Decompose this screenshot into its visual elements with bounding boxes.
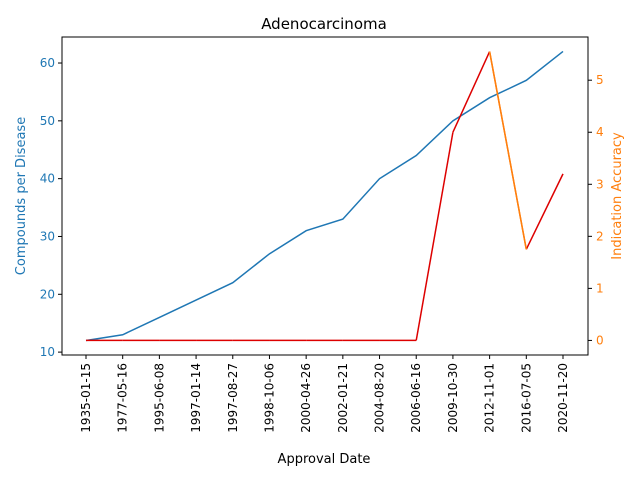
left-y-axis-label: Compounds per Disease [14,117,29,275]
right-y-tick-label: 2 [596,229,604,243]
x-tick-label: 2016-07-05 [519,363,533,433]
left-y-tick-label: 20 [40,287,55,301]
left-y-axis: 10 20 30 40 50 60 [40,56,62,359]
x-tick-label: 2009-10-30 [446,363,460,433]
left-y-tick-label: 10 [40,345,55,359]
plot-area [61,36,589,356]
x-tick-label: 1995-06-08 [152,363,166,433]
right-y-tick-label: 0 [596,333,604,347]
right-y-tick-label: 5 [596,73,604,87]
x-axis: 1935-01-15 1977-05-16 1995-06-08 1997-01-14… [79,355,570,433]
x-tick-label: 2012-11-01 [483,363,497,433]
right-y-axis: 0 1 2 3 4 5 [588,73,604,347]
x-tick-label: 2002-01-21 [336,363,350,433]
left-y-tick-label: 50 [40,114,55,128]
x-tick-label: 2006-06-16 [409,363,423,433]
left-y-tick-label: 30 [40,229,55,243]
x-tick-label: 1935-01-15 [79,363,93,433]
left-y-tick-label: 40 [40,172,55,186]
right-y-tick-label: 3 [596,177,604,191]
x-tick-label: 2020-11-20 [556,363,570,433]
x-tick-label: 1998-10-06 [262,363,276,433]
series-lines [85,50,564,342]
series-accuracy-segment [415,132,454,341]
x-tick-label: 1977-05-16 [116,363,130,433]
x-tick-label: 2000-04-26 [299,363,313,433]
x-tick-label: 1997-01-14 [189,363,203,433]
right-y-tick-label: 4 [596,125,604,139]
series-accuracy-segment [525,173,564,250]
x-tick-label: 1997-08-27 [226,363,240,433]
right-y-tick-label: 1 [596,281,604,295]
x-tick-label: 2004-08-20 [373,363,387,433]
left-y-tick-label: 60 [40,56,55,70]
series-compounds-line [85,50,564,342]
chart-title: Adenocarcinoma [261,15,387,33]
x-axis-label: Approval Date [278,452,371,467]
right-y-axis-label: Indication Accuracy [610,132,625,260]
series-accuracy-descent [488,51,528,250]
series-accuracy-segment [452,51,491,133]
